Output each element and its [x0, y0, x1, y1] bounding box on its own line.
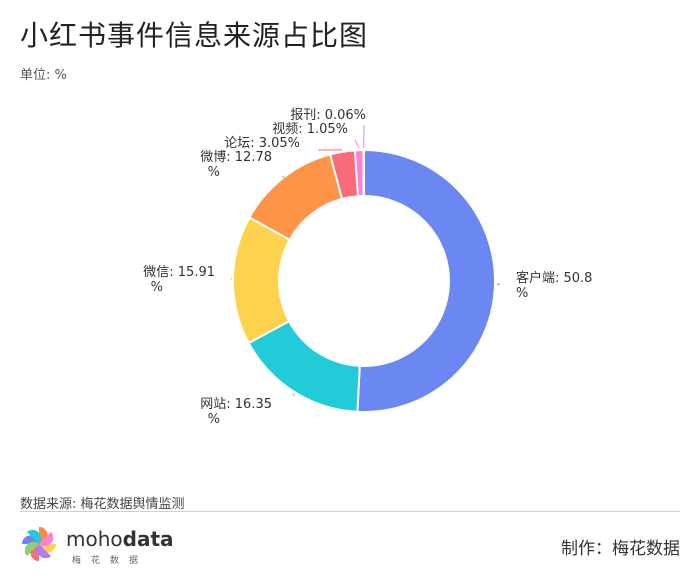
slice-label-0: 客户端: 50.8% — [516, 270, 592, 301]
pinwheel-logo-icon — [21, 526, 57, 562]
logo-subtitle: 梅花数据 — [72, 556, 149, 566]
footer-divider — [20, 511, 680, 512]
logo-wordmark-bold: data — [122, 527, 174, 551]
chart-title: 小红书事件信息来源占比图 — [20, 19, 369, 52]
slice-label-4: 论坛: 3.05% — [224, 136, 300, 151]
unit-label: 单位: % — [20, 68, 67, 83]
leader-line-2 — [230, 277, 233, 281]
maker-credit: 制作：梅花数据 — [561, 539, 680, 559]
slice-label-3: 微博: 12.78% — [200, 150, 272, 180]
logo-wordmark: mohodata — [66, 527, 174, 551]
slice-label-2: 微信: 15.91% — [143, 265, 215, 295]
slice-label-6: 报刊: 0.06% — [290, 108, 366, 123]
leader-line-1 — [292, 393, 295, 397]
slice-label-1: 网站: 16.35% — [200, 397, 272, 427]
donut-slice-0 — [356, 148, 496, 413]
logo-wordmark-light: moho — [66, 527, 123, 551]
slice-label-5: 视频: 1.05% — [272, 122, 348, 137]
mohodata-logo: mohodata 梅花数据 — [20, 523, 180, 567]
data-source-note: 数据来源: 梅花数据舆情监测 — [20, 497, 185, 512]
donut-slice-2 — [232, 216, 292, 345]
leader-line-3 — [281, 175, 286, 179]
donut-chart: 客户端: 50.8 % 网站: 16.35 % 微信: 15.91 % 微博: 12.78%… — [143, 108, 592, 427]
leader-line-5 — [354, 139, 360, 149]
